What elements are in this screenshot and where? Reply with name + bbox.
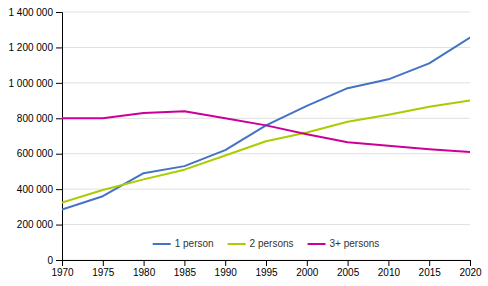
grid-line: [62, 12, 470, 13]
x-tick-label: 2010: [378, 267, 401, 278]
x-tick-mark: [144, 260, 145, 266]
y-tick-label: 400 000: [17, 184, 54, 195]
legend-swatch: [228, 243, 246, 245]
x-tick: 1975: [92, 260, 115, 278]
y-axis: 0 200 000 400 000 600 000 800 000 1 000 000 1 …: [9, 7, 63, 266]
x-tick-mark: [388, 260, 389, 266]
plot: 0 200 000 400 000 600 000 800 000 1 000 000 1 …: [9, 7, 483, 278]
x-tick: 2005: [337, 260, 360, 278]
legend-item: 3+ persons: [308, 238, 380, 249]
y-axis-line: [56, 13, 63, 261]
y-tick: 600 000: [17, 148, 62, 159]
y-tick-mark: [56, 83, 62, 84]
y-tick-mark: [56, 118, 62, 119]
grid-line: [62, 224, 470, 225]
legend-swatch: [308, 243, 326, 245]
x-tick-mark: [103, 260, 104, 266]
y-tick-mark: [56, 154, 62, 155]
x-tick-label: 1980: [133, 267, 156, 278]
x-tick: 1970: [51, 260, 74, 278]
y-tick: 1 200 000: [9, 42, 63, 53]
series-line: [62, 38, 470, 210]
lines: [62, 38, 470, 210]
x-tick: 2015: [419, 260, 442, 278]
x-tick: 1995: [255, 260, 278, 278]
y-tick-label: 1 400 000: [9, 7, 54, 18]
y-tick-mark: [56, 47, 62, 48]
y-tick: 800 000: [17, 113, 62, 124]
x-tick-label: 1975: [92, 267, 115, 278]
y-tick-label: 1 000 000: [9, 78, 54, 89]
y-tick-label: 1 200 000: [9, 42, 54, 53]
y-tick: 1 400 000: [9, 7, 63, 18]
x-tick: 1990: [215, 260, 238, 278]
x-tick: 2010: [378, 260, 401, 278]
grid-line: [62, 153, 470, 154]
y-tick-mark: [56, 12, 62, 13]
x-tick: 1985: [174, 260, 197, 278]
legend-item: 2 persons: [228, 238, 294, 249]
y-tick: 200 000: [17, 219, 62, 230]
x-tick-mark: [307, 260, 308, 266]
x-tick-label: 1985: [174, 267, 197, 278]
x-axis: 1970 1975 1980 1985 1990 1995 2000 2005 2010 2015…: [51, 260, 482, 278]
x-tick: 2000: [296, 260, 319, 278]
legend-item: 1 person: [153, 238, 214, 249]
series-line: [62, 101, 470, 203]
y-tick-label: 600 000: [17, 148, 54, 159]
x-tick-label: 1995: [255, 267, 278, 278]
legend-label: 2 persons: [250, 238, 294, 249]
x-tick-mark: [429, 260, 430, 266]
x-tick: 2020: [459, 260, 482, 278]
y-tick: 0: [47, 255, 62, 266]
x-tick-mark: [266, 260, 267, 266]
series-line: [62, 111, 470, 152]
y-tick-label: 200 000: [17, 219, 54, 230]
x-axis-line: [63, 261, 471, 267]
x-tick-label: 2015: [419, 267, 442, 278]
legend-label: 3+ persons: [330, 238, 380, 249]
grid-line: [62, 189, 470, 190]
chart: 0 200 000 400 000 600 000 800 000 1 000 000 1 …: [0, 0, 488, 286]
x-tick-mark: [225, 260, 226, 266]
legend: 1 person 2 persons 3+ persons: [153, 238, 380, 249]
grid-line: [62, 82, 470, 83]
x-tick: 1980: [133, 260, 156, 278]
y-tick-mark: [56, 225, 62, 226]
y-tick-mark: [56, 189, 62, 190]
x-tick-mark: [470, 260, 471, 266]
x-tick-label: 2020: [459, 267, 482, 278]
y-tick: 400 000: [17, 184, 62, 195]
grid: [62, 12, 470, 260]
x-tick-mark: [184, 260, 185, 266]
y-tick-label: 800 000: [17, 113, 54, 124]
x-tick-mark: [62, 260, 63, 266]
x-tick-label: 2005: [337, 267, 360, 278]
y-tick: 1 000 000: [9, 78, 63, 89]
grid-line: [62, 47, 470, 48]
grid-line: [62, 118, 470, 119]
x-tick-label: 2000: [296, 267, 319, 278]
x-tick-label: 1970: [51, 267, 74, 278]
x-tick-mark: [348, 260, 349, 266]
legend-label: 1 person: [175, 238, 214, 249]
x-tick-label: 1990: [215, 267, 238, 278]
y-tick-mark: [56, 260, 62, 261]
legend-swatch: [153, 243, 171, 245]
y-tick-label: 0: [47, 255, 53, 266]
